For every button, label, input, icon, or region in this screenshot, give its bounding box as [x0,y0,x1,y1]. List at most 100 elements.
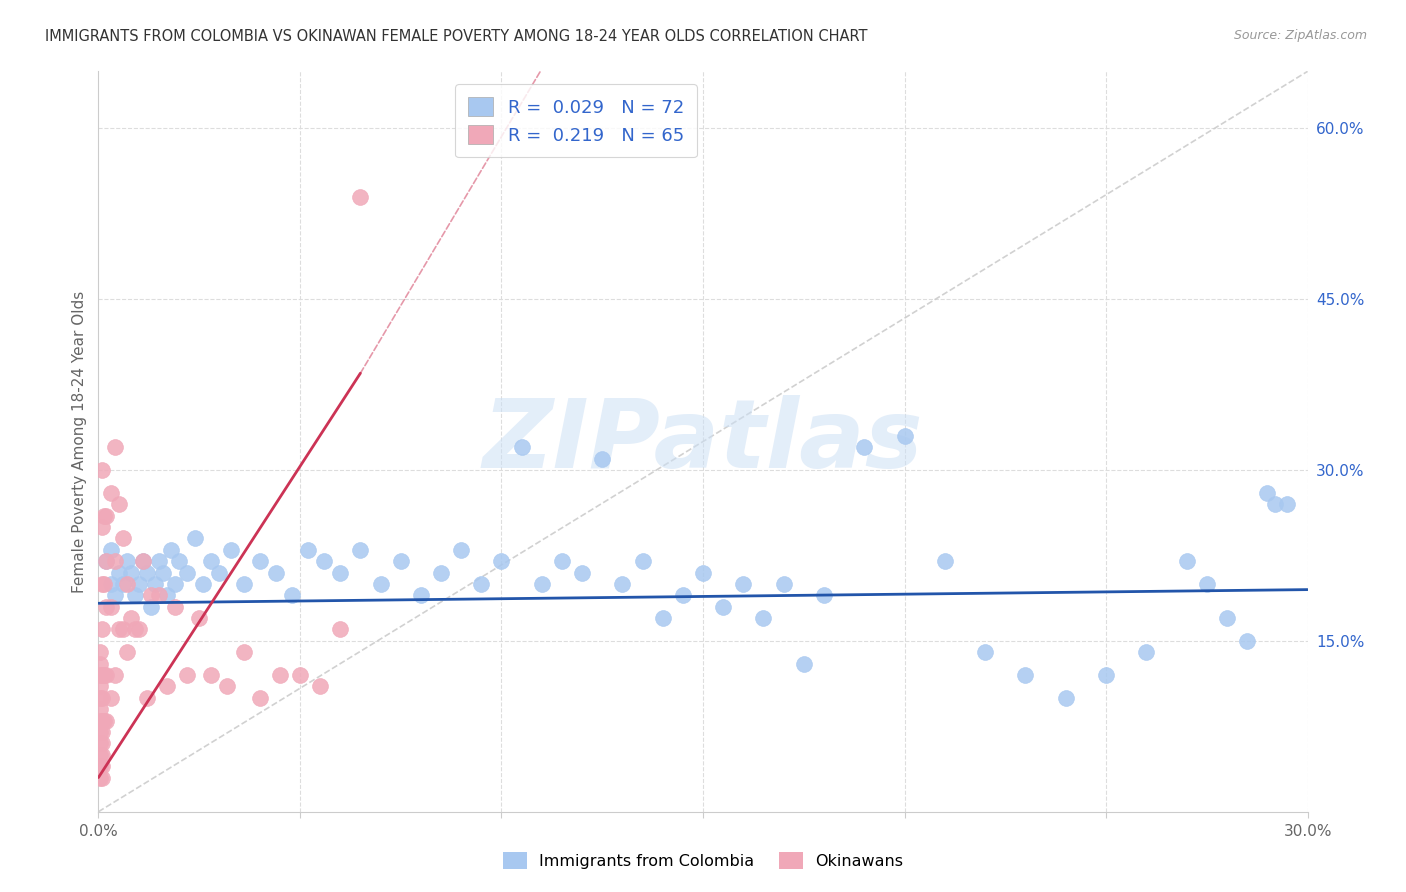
Point [934,554,956,568]
Point [269,668,291,682]
Point [100,690,122,705]
Text: Source: ZipAtlas.com: Source: ZipAtlas.com [1233,29,1367,42]
Point [752,611,775,625]
Point [148,554,170,568]
Point [309,680,332,694]
Point [510,440,533,454]
Point [100,599,122,614]
Y-axis label: Female Poverty Among 18-24 Year Olds: Female Poverty Among 18-24 Year Olds [72,291,87,592]
Point [120,566,142,580]
Point [128,577,150,591]
Point [89,725,111,739]
Point [160,542,183,557]
Point [672,588,695,602]
Point [96,668,118,682]
Point [89,771,111,785]
Point [329,623,352,637]
Point [193,577,215,591]
Point [772,577,794,591]
Point [89,702,111,716]
Point [314,554,336,568]
Point [93,577,115,591]
Point [264,566,287,580]
Point [612,577,634,591]
Point [893,429,915,443]
Point [176,668,198,682]
Point [591,451,613,466]
Point [89,657,111,671]
Legend: R =  0.029   N = 72, R =  0.219   N = 65: R = 0.029 N = 72, R = 0.219 N = 65 [456,84,696,157]
Point [107,623,129,637]
Text: ZIPatlas: ZIPatlas [482,395,924,488]
Point [91,690,114,705]
Point [1014,668,1036,682]
Point [692,566,714,580]
Point [103,588,125,602]
Point [221,542,243,557]
Point [96,508,118,523]
Point [389,554,412,568]
Point [651,611,673,625]
Point [89,714,111,728]
Point [111,532,134,546]
Point [1256,485,1278,500]
Point [115,577,138,591]
Point [281,588,304,602]
Point [103,554,125,568]
Point [100,485,122,500]
Point [793,657,815,671]
Point [631,554,654,568]
Point [1095,668,1118,682]
Point [89,668,111,682]
Legend: Immigrants from Colombia, Okinawans: Immigrants from Colombia, Okinawans [496,846,910,875]
Point [120,611,142,625]
Point [232,645,254,659]
Point [124,588,146,602]
Point [107,497,129,511]
Point [1216,611,1239,625]
Point [93,508,115,523]
Point [711,599,734,614]
Point [450,542,472,557]
Point [115,645,138,659]
Point [813,588,835,602]
Point [91,520,114,534]
Point [1195,577,1218,591]
Point [93,714,115,728]
Point [139,588,162,602]
Point [491,554,513,568]
Point [1277,497,1299,511]
Point [232,577,254,591]
Point [200,554,222,568]
Point [132,554,155,568]
Point [249,554,271,568]
Point [148,588,170,602]
Point [107,566,129,580]
Point [152,566,174,580]
Point [217,680,239,694]
Point [167,554,190,568]
Point [571,566,593,580]
Point [91,463,114,477]
Point [91,714,114,728]
Point [208,566,231,580]
Point [128,623,150,637]
Point [156,588,179,602]
Point [91,577,114,591]
Point [470,577,492,591]
Point [200,668,222,682]
Point [124,623,146,637]
Point [853,440,876,454]
Point [96,554,118,568]
Point [103,440,125,454]
Point [297,542,319,557]
Point [163,577,186,591]
Point [91,747,114,762]
Point [96,554,118,568]
Point [115,554,138,568]
Point [1236,633,1258,648]
Point [156,680,179,694]
Point [349,189,371,203]
Point [188,611,211,625]
Point [100,542,122,557]
